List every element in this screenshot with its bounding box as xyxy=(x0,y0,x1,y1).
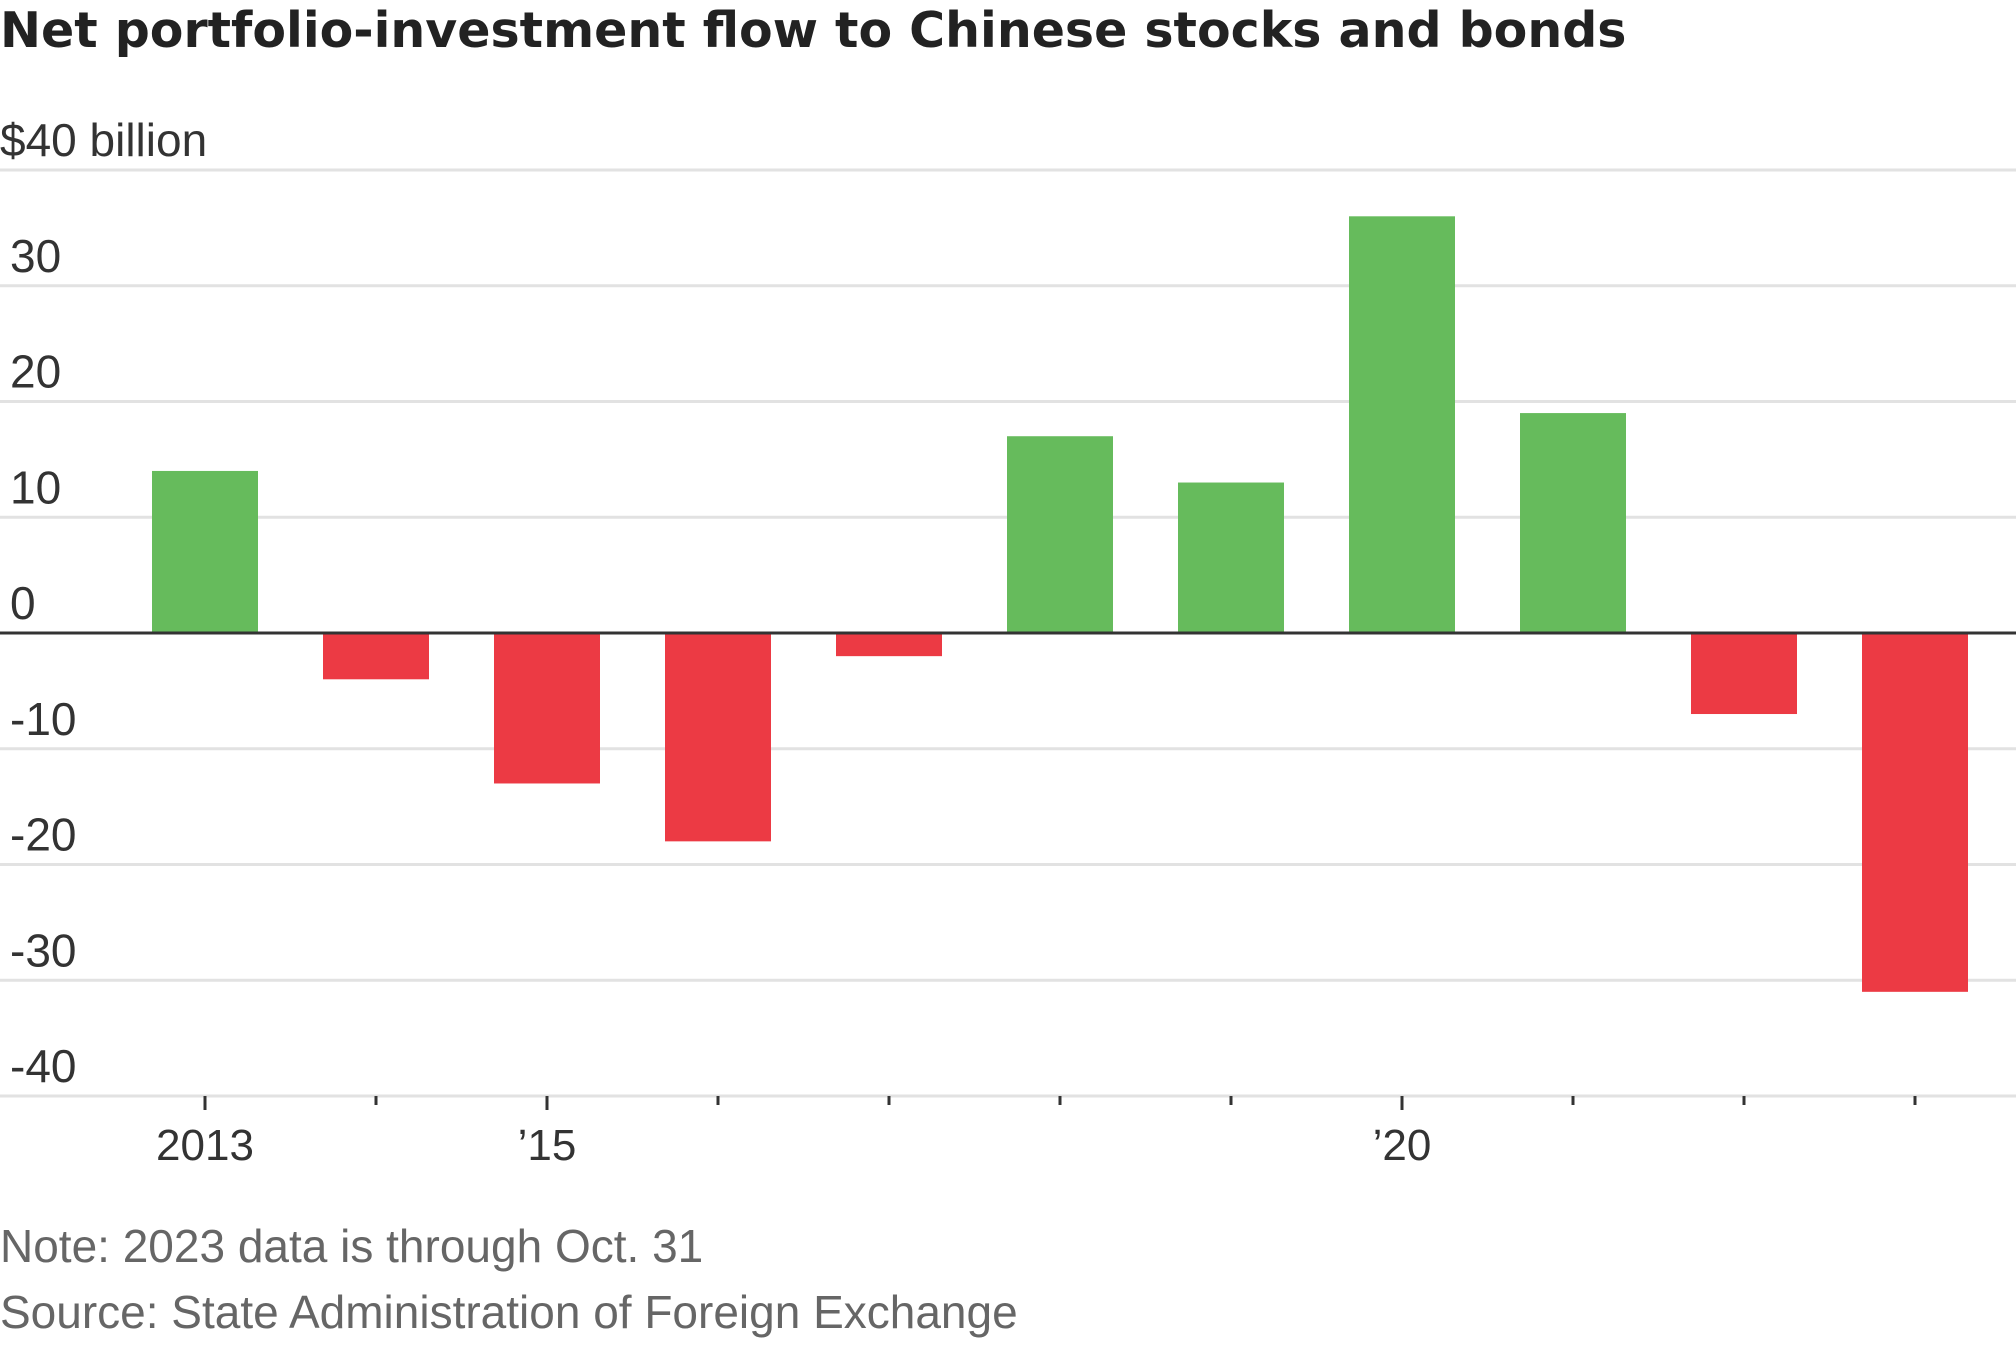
y-axis-tick-labels: $40 billion 30 20 10 0 -10 -20 -30 -40 xyxy=(0,114,207,1092)
bar-2020 xyxy=(1349,216,1455,634)
y-tick-label: $40 billion xyxy=(0,114,207,166)
y-tick-label: 10 xyxy=(10,461,61,513)
y-tick-label: -10 xyxy=(10,693,76,745)
bar-2021 xyxy=(1520,413,1626,633)
y-tick-label: 20 xyxy=(10,346,61,398)
gridlines xyxy=(0,168,2016,1098)
bar-2017 xyxy=(836,633,942,657)
bar-2015 xyxy=(494,633,600,784)
bars xyxy=(152,216,1968,992)
bar-2016 xyxy=(665,633,771,842)
x-tick-label: ’20 xyxy=(1373,1121,1432,1170)
bar-2019 xyxy=(1178,482,1284,633)
bar-2014 xyxy=(323,633,429,680)
y-tick-label: -40 xyxy=(10,1040,76,1092)
y-tick-label: 30 xyxy=(10,230,61,282)
y-tick-label: -20 xyxy=(10,809,76,861)
bar-2018 xyxy=(1007,436,1113,633)
y-tick-label: -30 xyxy=(10,924,76,976)
bar-2022 xyxy=(1691,633,1797,715)
x-axis-ticks: 2013 ’15 ’20 xyxy=(156,1096,1917,1170)
chart-note: Note: 2023 data is through Oct. 31 xyxy=(0,1220,703,1272)
chart-title: Net portfolio-investment flow to Chinese… xyxy=(0,2,1626,59)
bar-2023 xyxy=(1862,633,1968,992)
x-tick-label: ’15 xyxy=(518,1121,577,1170)
bar-2013 xyxy=(152,470,258,633)
y-tick-label: 0 xyxy=(10,577,36,629)
chart-source: Source: State Administration of Foreign … xyxy=(0,1286,1018,1338)
x-tick-label: 2013 xyxy=(156,1121,254,1170)
